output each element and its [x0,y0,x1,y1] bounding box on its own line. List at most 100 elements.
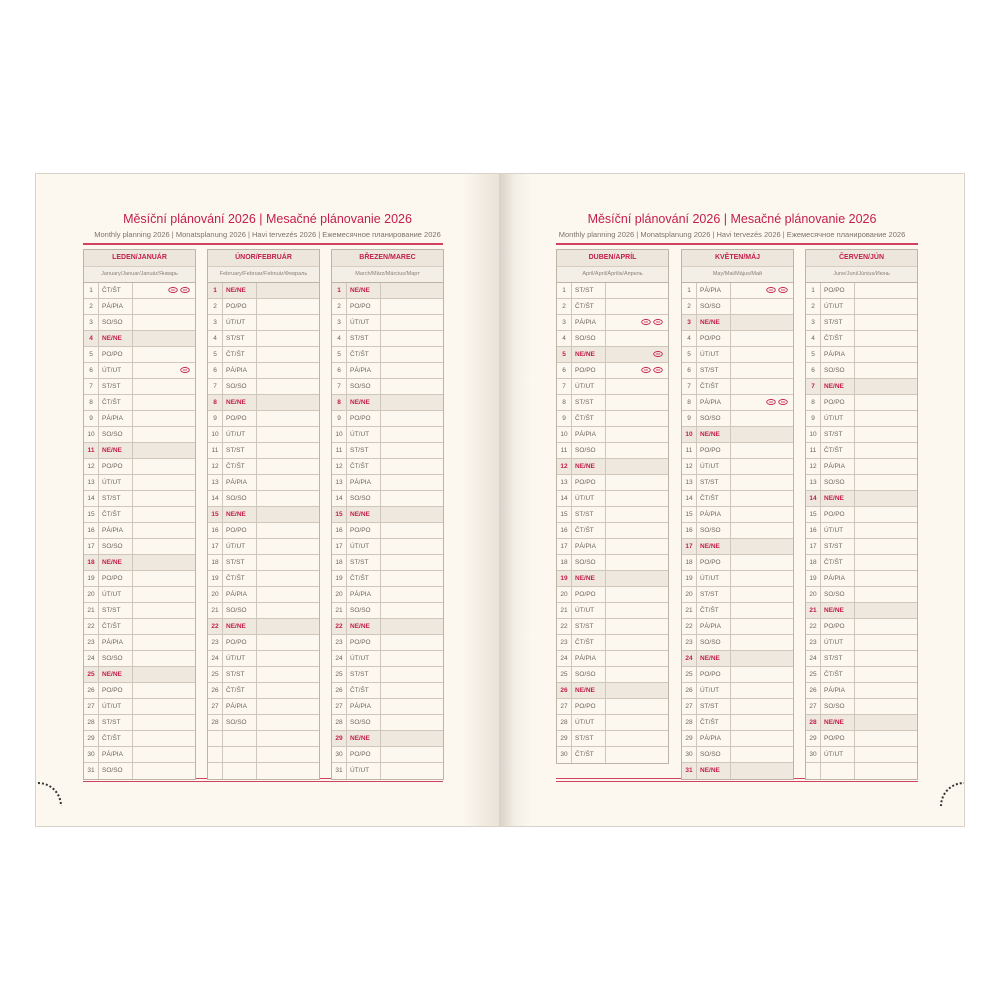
day-notes[interactable] [855,619,917,634]
day-notes[interactable] [381,555,443,570]
day-notes[interactable] [731,299,793,314]
day-notes[interactable] [606,363,668,378]
day-notes[interactable] [133,315,195,330]
day-notes[interactable] [381,299,443,314]
day-notes[interactable] [731,363,793,378]
day-notes[interactable] [731,283,793,298]
day-notes[interactable] [731,395,793,410]
day-notes[interactable] [731,539,793,554]
day-notes[interactable] [381,459,443,474]
day-notes[interactable] [257,555,319,570]
day-notes[interactable] [257,411,319,426]
day-notes[interactable] [855,443,917,458]
day-notes[interactable] [381,347,443,362]
day-notes[interactable] [257,683,319,698]
day-notes[interactable] [257,539,319,554]
day-notes[interactable] [133,443,195,458]
day-notes[interactable] [381,427,443,442]
day-notes[interactable] [731,571,793,586]
day-notes[interactable] [731,315,793,330]
day-notes[interactable] [257,315,319,330]
day-notes[interactable] [133,571,195,586]
day-notes[interactable] [381,379,443,394]
day-notes[interactable] [257,635,319,650]
day-notes[interactable] [257,715,319,730]
day-notes[interactable] [731,475,793,490]
day-notes[interactable] [133,331,195,346]
day-notes[interactable] [855,603,917,618]
day-notes[interactable] [855,699,917,714]
day-notes[interactable] [606,315,668,330]
day-notes[interactable] [606,379,668,394]
day-notes[interactable] [381,395,443,410]
day-notes[interactable] [855,635,917,650]
day-notes[interactable] [381,539,443,554]
day-notes[interactable] [731,635,793,650]
day-notes[interactable] [257,475,319,490]
day-notes[interactable] [133,523,195,538]
day-notes[interactable] [855,331,917,346]
day-notes[interactable] [731,523,793,538]
day-notes[interactable] [257,731,319,746]
day-notes[interactable] [606,539,668,554]
day-notes[interactable] [133,299,195,314]
day-notes[interactable] [133,587,195,602]
day-notes[interactable] [257,459,319,474]
day-notes[interactable] [381,507,443,522]
day-notes[interactable] [133,603,195,618]
day-notes[interactable] [731,747,793,762]
day-notes[interactable] [855,651,917,666]
day-notes[interactable] [257,347,319,362]
day-notes[interactable] [731,731,793,746]
day-notes[interactable] [731,411,793,426]
day-notes[interactable] [381,315,443,330]
day-notes[interactable] [731,587,793,602]
day-notes[interactable] [855,763,917,779]
day-notes[interactable] [855,299,917,314]
day-notes[interactable] [133,763,195,779]
day-notes[interactable] [133,491,195,506]
day-notes[interactable] [133,283,195,298]
day-notes[interactable] [606,651,668,666]
day-notes[interactable] [731,619,793,634]
day-notes[interactable] [606,635,668,650]
day-notes[interactable] [381,651,443,666]
day-notes[interactable] [731,715,793,730]
day-notes[interactable] [731,555,793,570]
day-notes[interactable] [133,411,195,426]
day-notes[interactable] [257,379,319,394]
day-notes[interactable] [606,619,668,634]
day-notes[interactable] [257,363,319,378]
day-notes[interactable] [133,395,195,410]
day-notes[interactable] [133,651,195,666]
day-notes[interactable] [855,539,917,554]
day-notes[interactable] [381,571,443,586]
day-notes[interactable] [731,603,793,618]
day-notes[interactable] [855,715,917,730]
day-notes[interactable] [855,555,917,570]
day-notes[interactable] [133,699,195,714]
day-notes[interactable] [133,635,195,650]
day-notes[interactable] [855,379,917,394]
day-notes[interactable] [133,363,195,378]
day-notes[interactable] [257,587,319,602]
day-notes[interactable] [606,331,668,346]
day-notes[interactable] [606,443,668,458]
day-notes[interactable] [381,411,443,426]
day-notes[interactable] [381,491,443,506]
day-notes[interactable] [855,283,917,298]
day-notes[interactable] [606,747,668,763]
day-notes[interactable] [731,459,793,474]
day-notes[interactable] [381,363,443,378]
day-notes[interactable] [855,395,917,410]
day-notes[interactable] [257,491,319,506]
day-notes[interactable] [606,347,668,362]
day-notes[interactable] [381,667,443,682]
day-notes[interactable] [731,699,793,714]
day-notes[interactable] [606,715,668,730]
day-notes[interactable] [133,731,195,746]
day-notes[interactable] [606,299,668,314]
day-notes[interactable] [381,331,443,346]
day-notes[interactable] [855,507,917,522]
day-notes[interactable] [381,683,443,698]
